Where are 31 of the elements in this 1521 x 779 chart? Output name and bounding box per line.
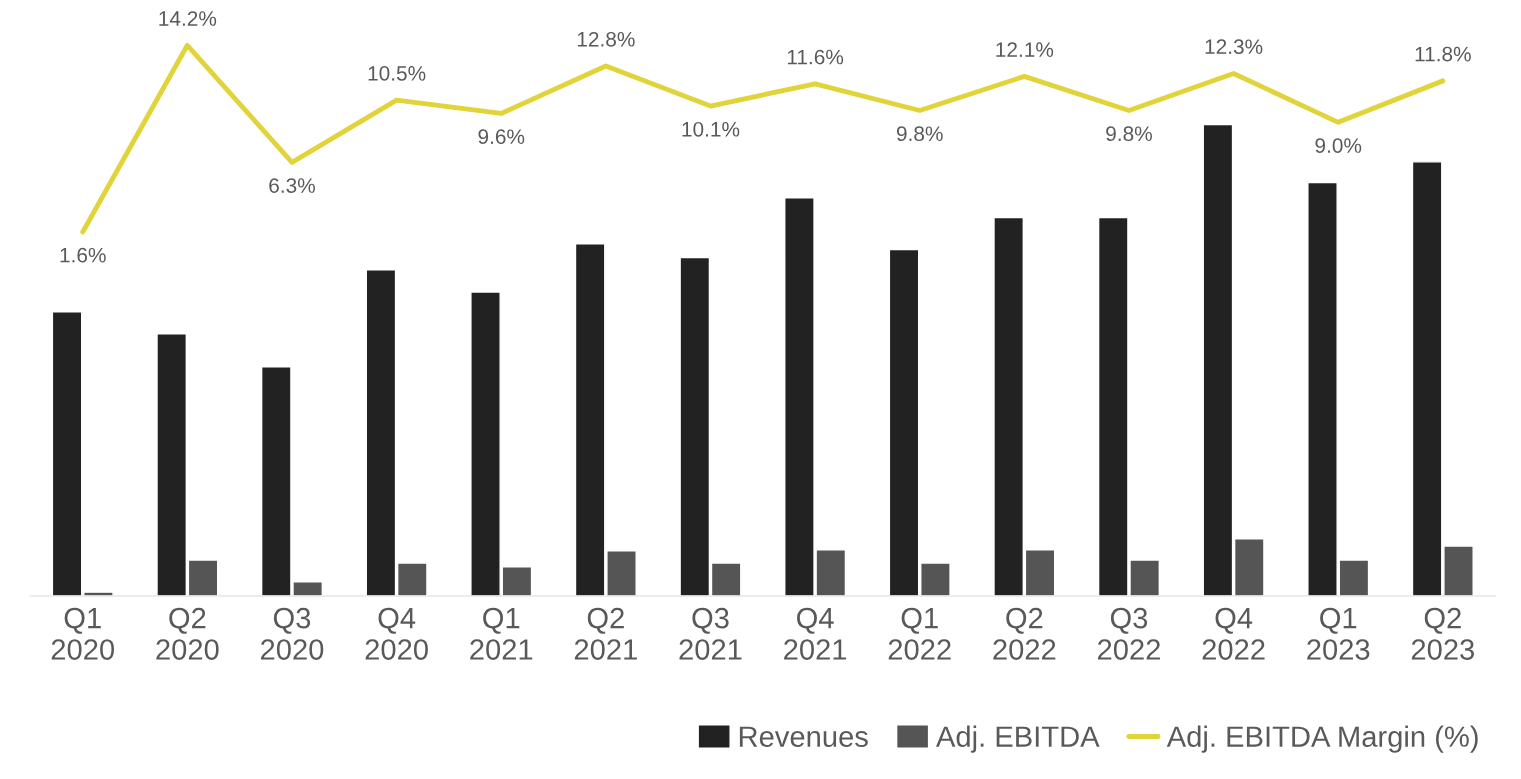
data-label: 9.8% [1106,126,1152,142]
data-label: 10.1% [682,121,740,137]
legend-label: Revenues [739,726,868,747]
data-label: 9.0% [1315,138,1362,153]
x-tick-label: Q2 2020 [156,607,219,660]
data-label: 12.8% [577,31,635,47]
x-tick-label: Q1 2022 [888,607,951,660]
x-tick-label: Q4 2021 [784,607,847,660]
data-label: 9.6% [478,129,525,145]
data-label: 11.8% [1415,46,1471,62]
legend-label: Adj. EBITDA [936,725,1100,753]
data-label: 6.3% [269,178,315,193]
data-label: 9.8% [896,126,943,142]
data-label: 12.3% [1205,39,1263,55]
x-tick-label: Q1 2023 [1307,607,1370,660]
x-tick-label: Q3 2020 [261,607,324,660]
x-tick-label: Q4 2020 [365,607,428,660]
legend-label: Adj. EBITDA Margin (%) [1166,725,1478,753]
x-tick-label: Q1 2021 [470,607,533,660]
data-label: 12.1% [996,42,1054,57]
x-tick-label: Q2 2023 [1411,607,1474,660]
data-label: 11.6% [787,49,844,65]
x-tick-label: Q2 2021 [574,607,637,660]
x-tick-label: Q3 2022 [1097,607,1160,660]
x-tick-label: Q3 2021 [679,607,742,660]
x-tick-label: Q1 2020 [51,607,115,660]
data-label: 10.5% [368,65,426,81]
data-label: 1.6% [60,247,106,263]
data-label: 14.2% [159,11,217,26]
x-tick-label: Q4 2022 [1202,607,1265,660]
x-tick-label: Q2 2022 [993,607,1056,660]
